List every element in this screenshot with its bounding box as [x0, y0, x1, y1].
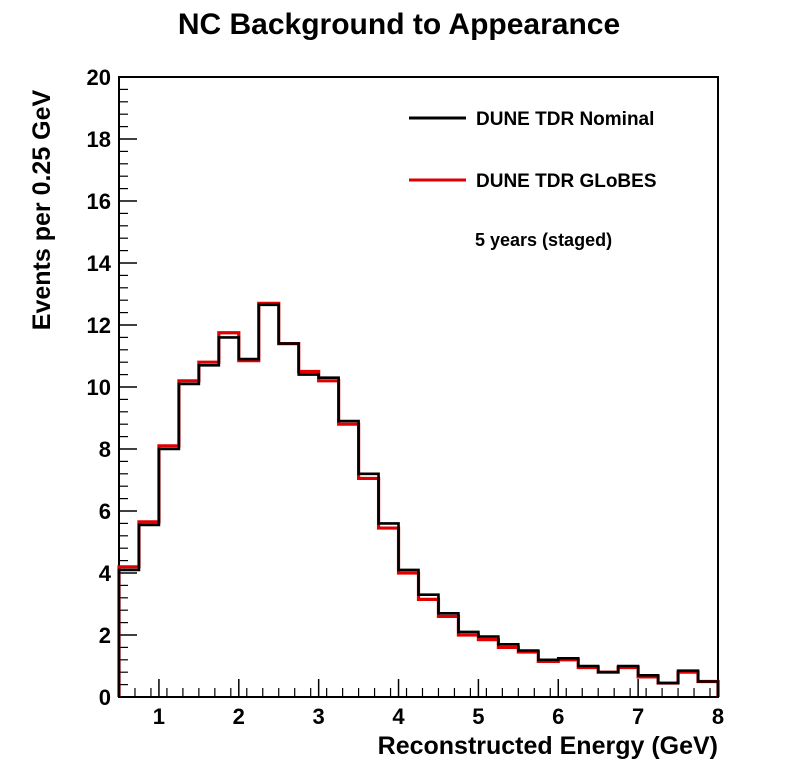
y-tick-label: 6 — [99, 499, 111, 524]
y-tick-label: 20 — [87, 65, 111, 90]
y-tick-label: 12 — [87, 313, 111, 338]
y-tick-label: 0 — [99, 685, 111, 710]
series-nominal-line — [117, 303, 720, 697]
x-tick-label: 5 — [472, 704, 484, 729]
y-tick-label: 16 — [87, 189, 111, 214]
x-tick-label: 6 — [552, 704, 564, 729]
y-axis-label-group: Events per 0.25 GeV — [28, 89, 56, 330]
y-axis-label: Events per 0.25 GeV — [28, 89, 56, 330]
x-tick-label: 4 — [392, 704, 405, 729]
y-tick-label: 2 — [99, 623, 111, 648]
x-tick-label: 1 — [153, 704, 165, 729]
legend-label-nominal: DUNE TDR Nominal — [476, 109, 654, 130]
legend: DUNE TDR Nominal DUNE TDR GLoBES — [409, 109, 657, 192]
plot-frame — [118, 76, 719, 698]
x-tick-label: 8 — [712, 704, 724, 729]
series-layer — [117, 301, 720, 697]
series-globes-line — [117, 301, 720, 697]
annotation-label: 5 years (staged) — [475, 230, 612, 250]
y-tick-label: 4 — [99, 561, 112, 586]
y-tick-label: 18 — [87, 127, 111, 152]
y-tick-label: 14 — [87, 251, 112, 276]
legend-label-globes: DUNE TDR GLoBES — [476, 171, 657, 192]
x-tick-label: 7 — [632, 704, 644, 729]
y-tick-label: 8 — [99, 437, 111, 462]
axis-ticks — [118, 76, 719, 698]
plot-border — [118, 76, 719, 698]
x-tick-label: 3 — [313, 704, 325, 729]
y-tick-label: 10 — [87, 375, 111, 400]
x-axis-label: Reconstructed Energy (GeV) — [378, 732, 718, 760]
chart-title: NC Background to Appearance — [178, 8, 620, 41]
x-tick-label: 2 — [233, 704, 245, 729]
